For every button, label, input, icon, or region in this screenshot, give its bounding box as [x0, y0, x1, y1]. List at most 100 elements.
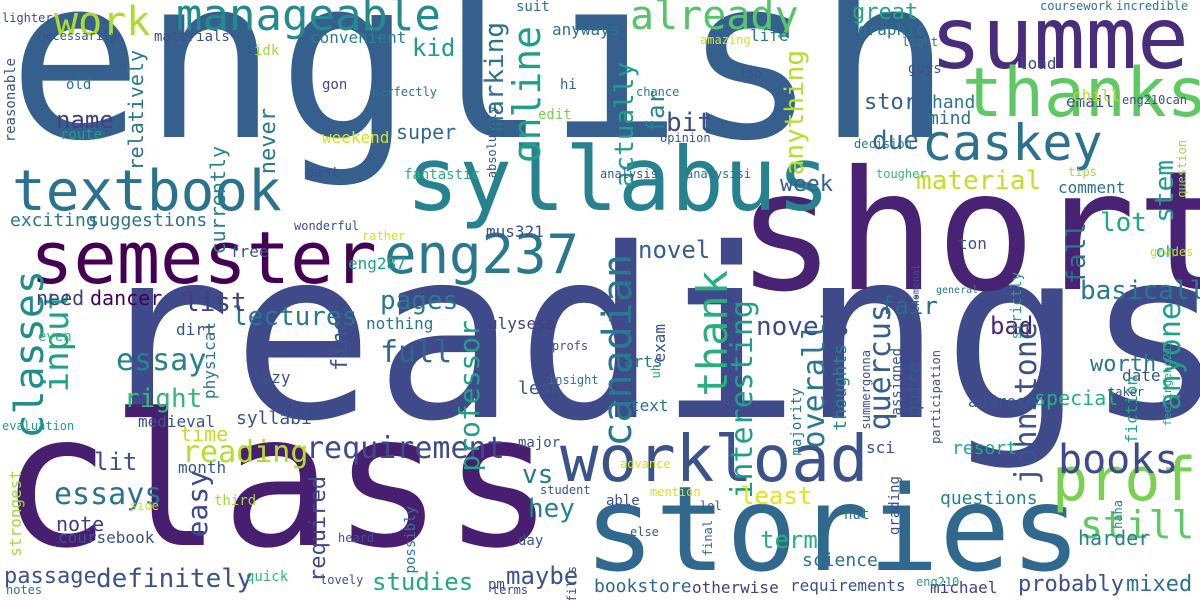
- word-anyways: anyways: [552, 20, 620, 39]
- word-list: list: [184, 288, 247, 318]
- word-notes: notes: [6, 583, 43, 597]
- word-books: books: [1058, 437, 1179, 483]
- word-final: final: [701, 520, 715, 557]
- word-grading: grading: [887, 476, 903, 536]
- word-novel: novel: [638, 236, 711, 264]
- word-lit: lit: [94, 448, 138, 476]
- word-science: science: [802, 550, 878, 571]
- word-else: else: [630, 525, 659, 539]
- word-lovely: lovely: [320, 573, 364, 587]
- word-pages: pages: [380, 286, 459, 316]
- word-sci: sci: [866, 438, 895, 457]
- word-uh: uh: [649, 364, 663, 379]
- word-least: least: [740, 482, 813, 510]
- word-easy: easy: [181, 470, 214, 538]
- word-harder: harder: [1078, 526, 1151, 550]
- word-fall: fall: [1062, 222, 1092, 285]
- word-mention: mention: [650, 485, 701, 499]
- word-medieval: medieval: [138, 412, 216, 431]
- word-necessarily: necessarily: [38, 29, 118, 43]
- word-taker: taker: [1108, 385, 1145, 399]
- word-hand: hand: [932, 92, 976, 113]
- word-date: date: [1122, 366, 1161, 385]
- word-address: address: [968, 392, 1036, 411]
- word-week: week: [780, 172, 833, 197]
- word-graphic: graphic: [858, 20, 926, 39]
- word-perfectly: perfectly: [372, 85, 438, 99]
- word-comment: comment: [1058, 178, 1126, 197]
- word-time: time: [180, 422, 229, 446]
- word-evaluation: evaluation: [2, 419, 75, 433]
- word-majority: majority: [789, 388, 805, 456]
- word-lot: lot: [1100, 208, 1147, 238]
- word-feelingeng215: feelingeng215: [1161, 340, 1174, 427]
- word-ulysess: ulysess: [488, 314, 556, 333]
- word-note: note: [56, 512, 105, 536]
- word-gon: gon: [322, 77, 348, 93]
- word-grades: grades: [1150, 245, 1194, 259]
- word-due: due: [872, 126, 919, 156]
- word-thanks: thanks: [962, 54, 1200, 133]
- word-english: english: [8, 0, 953, 190]
- word-fair: fair: [880, 292, 938, 320]
- word-edit: edit: [538, 107, 572, 123]
- word-chill: chill: [1072, 86, 1121, 105]
- word-rather: rather: [362, 229, 406, 243]
- word-lighter: lighter: [2, 11, 53, 25]
- word-weekend: weekend: [322, 128, 390, 147]
- word-past: past: [306, 165, 340, 181]
- word-free: free: [230, 242, 269, 261]
- word-dirt: dirt: [176, 320, 215, 339]
- word-definitely: definitely: [96, 564, 253, 594]
- word-online: online: [505, 26, 549, 164]
- word-novels: novels: [756, 312, 850, 342]
- word-manageable: manageable: [176, 0, 441, 41]
- word-mixed: mixed: [1126, 572, 1193, 597]
- word-coursework: coursework: [1040, 0, 1113, 13]
- word-strictly: strictly: [1009, 272, 1025, 340]
- word-suit: suit: [516, 0, 550, 15]
- word-readings: readings: [90, 198, 1200, 473]
- word-super: super: [396, 120, 457, 144]
- word-bad: bad: [990, 312, 1034, 340]
- word-kid: kid: [412, 34, 456, 62]
- word-strongest: strongest: [6, 470, 25, 557]
- word-summer: summer: [930, 0, 1200, 89]
- word-lol: lol: [700, 499, 722, 513]
- word-profs: profs: [552, 339, 589, 353]
- word-life: life: [750, 26, 789, 45]
- word-still: still: [1080, 503, 1195, 547]
- word-fantastic: fantastic: [404, 167, 480, 183]
- word-hi: hi: [560, 77, 577, 93]
- word-coursebook: coursebook: [58, 528, 155, 547]
- word-advance: advance: [620, 457, 671, 471]
- word-suggestions: suggestions: [88, 210, 208, 231]
- word-class: class: [0, 375, 554, 589]
- word-reading: reading: [182, 435, 309, 470]
- word-fine: fine: [328, 318, 353, 371]
- word-vs: vs: [522, 460, 554, 490]
- word-route: route: [60, 127, 103, 143]
- word-caskey: caskey: [922, 114, 1103, 172]
- word-tips: tips: [1068, 165, 1097, 179]
- word-material: material: [916, 166, 1042, 196]
- word-term: term: [760, 526, 818, 554]
- word-requirements: requirements: [790, 576, 906, 595]
- word-chance: chance: [636, 85, 680, 99]
- word-tougher: tougher: [876, 167, 927, 181]
- word-basically: basically: [1080, 276, 1200, 306]
- word-maybe: maybe: [506, 562, 579, 590]
- word-load: load: [1018, 54, 1057, 73]
- word-canadian: canadian: [595, 254, 641, 447]
- word-eng210can: eng210can: [1122, 93, 1188, 107]
- word-requirement: requirement: [306, 431, 505, 466]
- word-essays: essays: [54, 477, 163, 512]
- word-haha: haha: [1111, 500, 1125, 529]
- word-amazing: amazing: [700, 33, 751, 47]
- word-worth: worth: [1090, 352, 1157, 377]
- word-questions: questions: [940, 488, 1038, 509]
- word-side: side: [130, 499, 159, 513]
- word-exciting: exciting: [10, 210, 97, 231]
- word-short: short: [736, 136, 1200, 329]
- word-absolutely: absolutely: [485, 106, 499, 179]
